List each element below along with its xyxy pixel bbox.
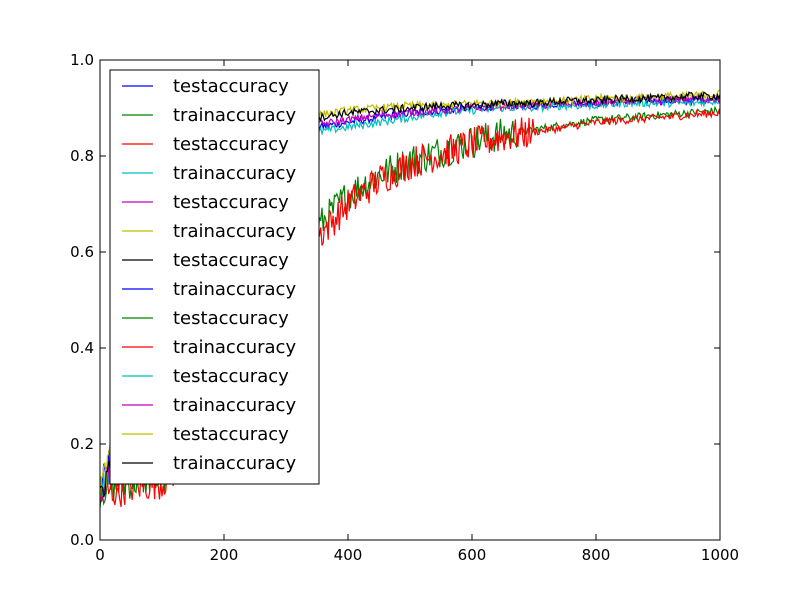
legend-label: trainaccuracy (173, 279, 296, 300)
plot-frame (99, 59, 721, 541)
x-tick-label: 400 (334, 546, 363, 564)
y-tick-label: 0.6 (70, 243, 94, 261)
legend-label: testaccuracy (173, 308, 289, 329)
legend-label: trainaccuracy (173, 221, 296, 242)
y-tick-label: 0.4 (70, 339, 94, 357)
x-tick-label: 0 (95, 546, 105, 564)
legend-box (109, 69, 320, 485)
legend-label: trainaccuracy (173, 105, 296, 126)
legend-label: testaccuracy (173, 192, 289, 213)
y-tick-label: 0.2 (70, 435, 94, 453)
y-tick-label: 0.8 (70, 147, 94, 165)
legend-label: testaccuracy (173, 76, 289, 97)
x-axis-ticks: 0 200 400 600 800 1000 (95, 60, 739, 564)
x-tick-label: 200 (210, 546, 239, 564)
y-axis-ticks: 0.0 0.2 0.4 0.6 0.8 1.0 (70, 51, 720, 549)
legend-label: testaccuracy (173, 134, 289, 155)
x-tick-label: 600 (458, 546, 487, 564)
legend: testaccuracy trainaccuracy testaccuracy tra… (109, 69, 320, 485)
y-tick-label: 0.0 (70, 531, 94, 549)
legend-label: trainaccuracy (173, 337, 296, 358)
legend-label: testaccuracy (173, 424, 289, 445)
legend-label: trainaccuracy (173, 453, 296, 474)
legend-label: testaccuracy (173, 366, 289, 387)
x-tick-label: 1000 (701, 546, 739, 564)
x-tick-label: 800 (582, 546, 611, 564)
legend-label: trainaccuracy (173, 163, 296, 184)
y-tick-label: 1.0 (70, 51, 94, 69)
legend-label: trainaccuracy (173, 395, 296, 416)
legend-label: testaccuracy (173, 250, 289, 271)
